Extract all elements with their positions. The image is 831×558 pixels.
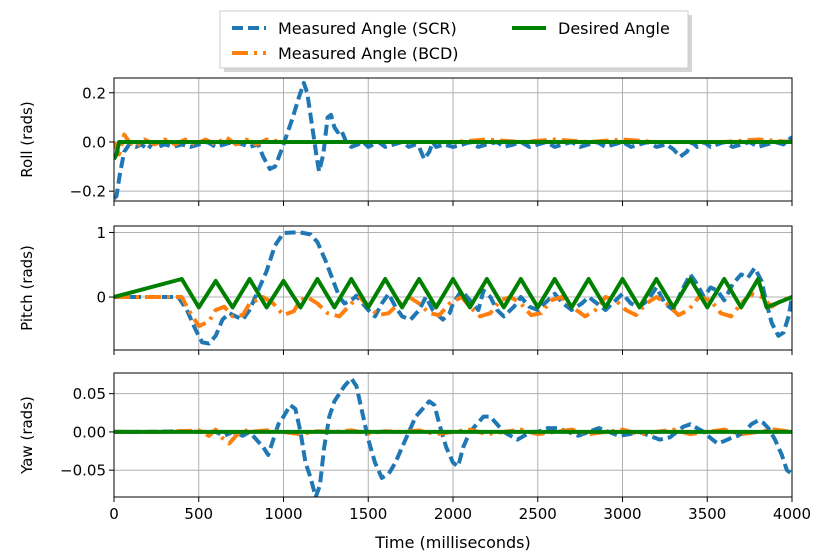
yaw-xtick-label: 500 xyxy=(184,505,213,523)
yaw-xtick-label: 2500 xyxy=(519,505,557,523)
yaw-ytick-label: 0.00 xyxy=(73,423,106,441)
roll-line-scr xyxy=(114,80,792,200)
yaw-ytick-label: 0.05 xyxy=(73,385,106,403)
pitch-line-desired xyxy=(114,277,792,310)
pitch-series-group xyxy=(114,230,792,346)
legend: Measured Angle (SCR) Measured Angle (BCD… xyxy=(219,10,692,72)
yaw-ylabel: Yaw (rads) xyxy=(18,396,36,475)
yaw-xtick-label: 1500 xyxy=(349,505,387,523)
roll-ytick-label: −0.2 xyxy=(70,183,106,201)
yaw-ytick-label: −0.05 xyxy=(60,462,106,480)
roll-ytick-label: 0.2 xyxy=(82,84,106,102)
pitch-ytick-label: 0 xyxy=(96,289,106,307)
yaw-xtick-label: 3500 xyxy=(688,505,726,523)
roll-series-group xyxy=(114,80,792,200)
yaw-series-group xyxy=(114,376,792,497)
yaw-xtick-label: 1000 xyxy=(264,505,302,523)
roll-ytick-label: 0.0 xyxy=(82,133,106,151)
yaw-xtick-label: 2000 xyxy=(434,505,472,523)
yaw-xtick-label: 4000 xyxy=(773,505,811,523)
legend-label-bcd: Measured Angle (BCD) xyxy=(278,44,459,63)
subplots: −0.2 0.0 0.2 Roll (rads) 0 1 Pitch (rads) −0.05… xyxy=(18,77,811,552)
legend-label-scr: Measured Angle (SCR) xyxy=(278,19,457,38)
legend-label-desired: Desired Angle xyxy=(558,19,670,38)
yaw-panel: −0.05 0.00 0.05 0 500 1000 1500 2000 2500 3000 350… xyxy=(18,372,811,552)
pitch-line-scr xyxy=(114,230,792,346)
pitch-ylabel: Pitch (rads) xyxy=(18,245,36,331)
roll-ylabel: Roll (rads) xyxy=(18,101,36,177)
legend-frame xyxy=(219,10,689,69)
yaw-xtick-label: 3000 xyxy=(603,505,641,523)
roll-line-desired xyxy=(114,140,792,161)
yaw-line-scr xyxy=(114,376,792,497)
yaw-xtick-label: 0 xyxy=(109,505,119,523)
xaxis-label: Time (milliseconds) xyxy=(374,533,531,552)
pitch-panel: 0 1 Pitch (rads) xyxy=(18,224,793,355)
roll-panel: −0.2 0.0 0.2 Roll (rads) xyxy=(18,77,793,206)
pitch-ytick-label: 1 xyxy=(96,224,106,242)
